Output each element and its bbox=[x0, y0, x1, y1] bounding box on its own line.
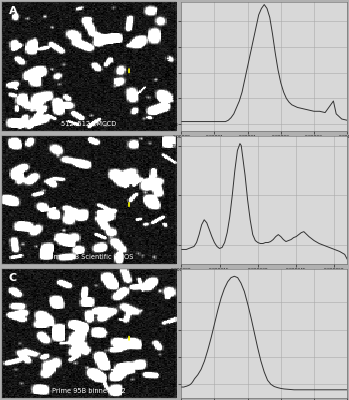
Text: B: B bbox=[9, 140, 17, 150]
Text: Prime 95B binned 2x2: Prime 95B binned 2x2 bbox=[52, 388, 126, 394]
Text: C: C bbox=[9, 273, 17, 283]
Text: A: A bbox=[9, 6, 17, 16]
Y-axis label: Electrons: Electrons bbox=[165, 187, 170, 213]
Text: 512x512 EMCCD: 512x512 EMCCD bbox=[61, 121, 117, 127]
Text: Prime 95B Scientific CMOS: Prime 95B Scientific CMOS bbox=[45, 254, 133, 260]
X-axis label: Distance (mm): Distance (mm) bbox=[244, 140, 285, 145]
Y-axis label: Electrons: Electrons bbox=[165, 321, 170, 346]
X-axis label: Distance (mm): Distance (mm) bbox=[244, 274, 285, 279]
Y-axis label: Electrons: Electrons bbox=[165, 54, 170, 79]
